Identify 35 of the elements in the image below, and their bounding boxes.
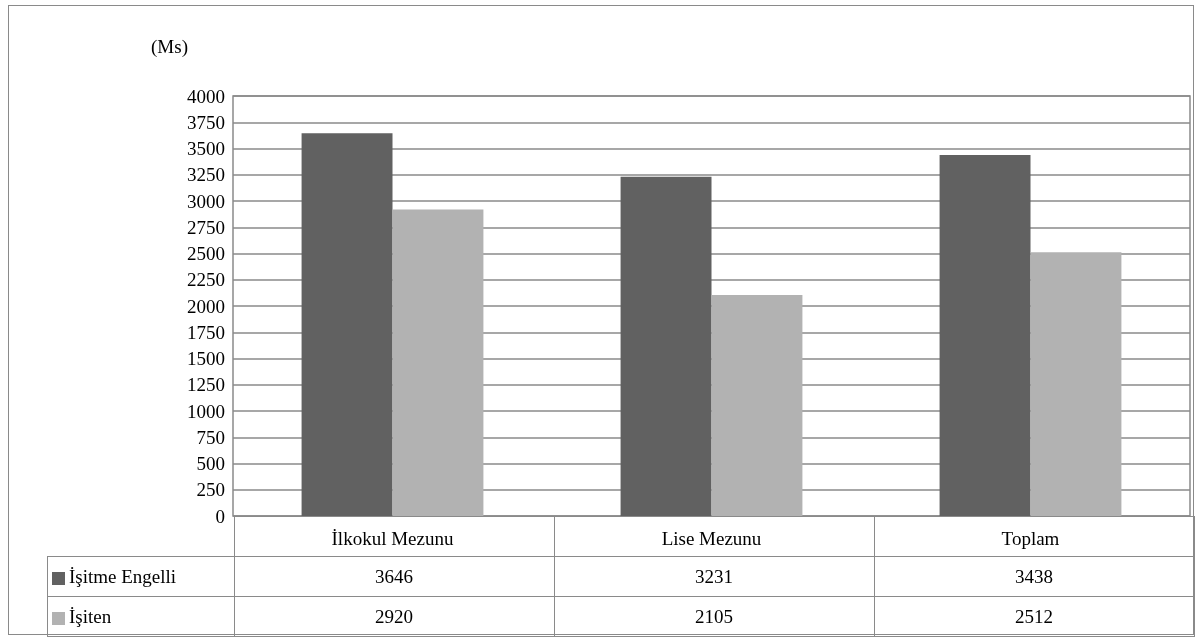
data-label: 3231 bbox=[554, 556, 874, 597]
data-label: 2105 bbox=[554, 596, 874, 637]
legend-label: İşitme Engelli bbox=[69, 565, 177, 587]
y-tick-label: 3500 bbox=[187, 138, 225, 159]
bar bbox=[939, 155, 1031, 516]
y-tick-label: 0 bbox=[215, 505, 225, 527]
y-tick-label: 250 bbox=[196, 479, 225, 501]
y-tick-label: 2750 bbox=[187, 216, 225, 238]
y-tick-label: 2500 bbox=[187, 243, 225, 264]
y-tick-label: 2000 bbox=[187, 295, 225, 317]
y-tick-label: 3750 bbox=[187, 111, 225, 133]
y-tick-label: 500 bbox=[196, 453, 225, 474]
bar bbox=[711, 294, 803, 516]
y-tick-label: 1750 bbox=[187, 321, 225, 343]
y-tick-label: 2250 bbox=[187, 269, 225, 291]
y-tick-label: 1500 bbox=[187, 348, 225, 369]
y-tick-label: 3000 bbox=[187, 190, 225, 212]
data-label: 2512 bbox=[874, 596, 1194, 637]
y-tick-label: 3250 bbox=[187, 164, 225, 186]
data-label: 3646 bbox=[234, 556, 554, 597]
y-axis-title: (Ms) bbox=[151, 36, 188, 58]
x-tick-label: Toplam bbox=[1001, 528, 1060, 549]
y-tick-label: 1250 bbox=[187, 374, 225, 396]
y-tick-label: 1000 bbox=[187, 400, 225, 422]
bar bbox=[301, 133, 393, 516]
y-tick-label: 750 bbox=[196, 426, 225, 448]
legend-label: İşiten bbox=[69, 605, 112, 627]
x-tick-label: İlkokul Mezunu bbox=[331, 528, 454, 549]
bar bbox=[620, 176, 712, 516]
bar bbox=[392, 209, 484, 516]
y-tick-label: 4000 bbox=[187, 85, 225, 107]
data-label: 2920 bbox=[234, 596, 554, 637]
x-tick-label: Lise Mezunu bbox=[661, 528, 762, 549]
bar bbox=[1030, 252, 1122, 516]
data-label: 3438 bbox=[874, 556, 1194, 597]
